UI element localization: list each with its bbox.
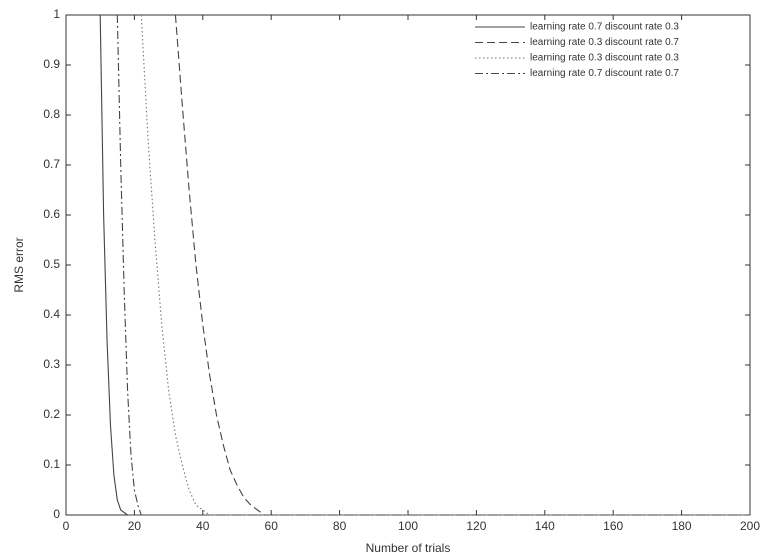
y-tick-label: 0.1 (43, 457, 60, 471)
x-tick-label: 160 (603, 519, 623, 533)
x-tick-label: 200 (740, 519, 760, 533)
x-tick-label: 0 (63, 519, 70, 533)
plot-frame (65, 14, 751, 516)
y-tick-label: 0.6 (43, 207, 60, 221)
legend-label: learning rate 0.3 discount rate 0.3 (530, 53, 679, 64)
y-tick-label: 0 (53, 507, 60, 521)
y-tick-label: 0.8 (43, 107, 60, 121)
legend-label: learning rate 0.3 discount rate 0.7 (530, 37, 679, 48)
x-tick-label: 100 (398, 519, 418, 533)
x-tick-label: 40 (196, 519, 210, 533)
series-line (140, 14, 750, 516)
y-tick-label: 0.5 (43, 257, 60, 271)
series-line (99, 14, 750, 516)
y-tick-label: 0.9 (43, 57, 60, 71)
x-tick-label: 180 (672, 519, 692, 533)
y-tick-label: 0.3 (43, 357, 60, 371)
y-axis-label: RMS error (12, 237, 26, 292)
y-tick-label: 0.7 (43, 157, 60, 171)
series-line (116, 14, 750, 516)
x-tick-label: 20 (128, 519, 142, 533)
legend-label: learning rate 0.7 discount rate 0.7 (530, 68, 679, 79)
y-tick-label: 0.2 (43, 407, 60, 421)
x-tick-label: 60 (265, 519, 279, 533)
legend-label: learning rate 0.7 discount rate 0.3 (530, 22, 679, 33)
y-tick-label: 1 (53, 7, 60, 21)
x-tick-label: 120 (466, 519, 486, 533)
y-tick-label: 0.4 (43, 307, 60, 321)
x-tick-label: 80 (333, 519, 347, 533)
x-axis-label: Number of trials (366, 541, 451, 555)
x-tick-label: 140 (535, 519, 555, 533)
series-line (174, 14, 750, 516)
